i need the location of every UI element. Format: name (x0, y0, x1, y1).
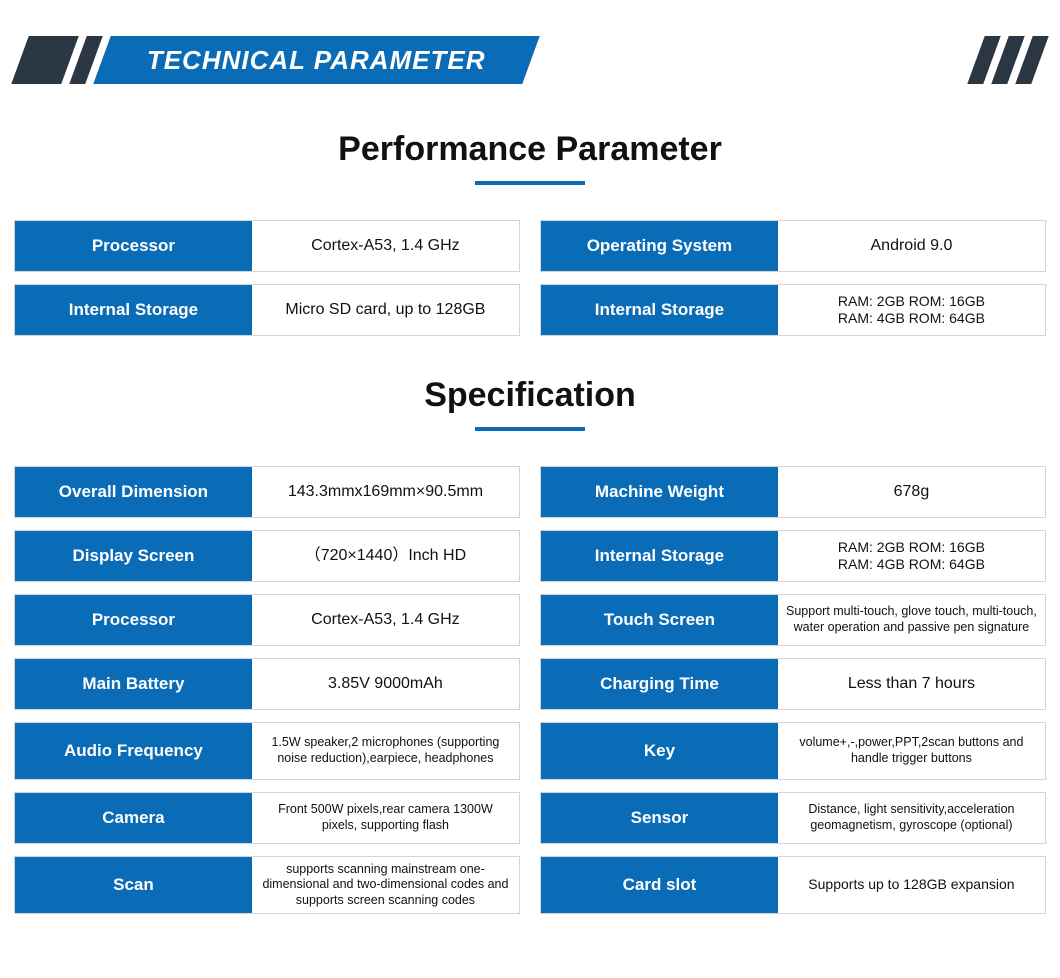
table-row: Operating System Android 9.0 (540, 220, 1046, 272)
spec-value: Cortex-A53, 1.4 GHz (252, 221, 519, 271)
spec-value: Supports up to 128GB expansion (778, 857, 1045, 913)
spec-value: Micro SD card, up to 128GB (252, 285, 519, 335)
specification-table: Overall Dimension 143.3mmx169mm×90.5mm D… (0, 466, 1060, 914)
specification-left-col: Overall Dimension 143.3mmx169mm×90.5mm D… (14, 466, 520, 914)
spec-value: volume+,-,power,PPT,2scan buttons and ha… (778, 723, 1045, 779)
performance-table: Processor Cortex-A53, 1.4 GHz Internal S… (0, 220, 1060, 336)
spec-label: Machine Weight (541, 467, 778, 517)
spec-label: Processor (15, 221, 252, 271)
table-row: Camera Front 500W pixels,rear camera 130… (14, 792, 520, 844)
table-row: Scan supports scanning mainstream one-di… (14, 856, 520, 914)
spec-label: Sensor (541, 793, 778, 843)
section-title-specification: Specification (0, 376, 1060, 415)
table-row: Audio Frequency 1.5W speaker,2 microphon… (14, 722, 520, 780)
table-row: Card slot Supports up to 128GB expansion (540, 856, 1046, 914)
spec-label: Camera (15, 793, 252, 843)
spec-value: RAM: 2GB ROM: 16GBRAM: 4GB ROM: 64GB (778, 285, 1045, 335)
table-row: Display Screen （720×1440）Inch HD (14, 530, 520, 582)
spec-value: supports scanning mainstream one-dimensi… (252, 857, 519, 913)
spec-label: Main Battery (15, 659, 252, 709)
table-row: Machine Weight 678g (540, 466, 1046, 518)
spec-label: Card slot (541, 857, 778, 913)
spec-value: （720×1440）Inch HD (252, 531, 519, 581)
spec-label: Internal Storage (15, 285, 252, 335)
spec-label: Display Screen (15, 531, 252, 581)
specification-right-col: Machine Weight 678g Internal Storage RAM… (540, 466, 1046, 914)
header-title-box: TECHNICAL PARAMETER (93, 36, 539, 84)
spec-label: Processor (15, 595, 252, 645)
section-title-performance: Performance Parameter (0, 130, 1060, 169)
spec-value: Cortex-A53, 1.4 GHz (252, 595, 519, 645)
table-row: Main Battery 3.85V 9000mAh (14, 658, 520, 710)
spec-label: Overall Dimension (15, 467, 252, 517)
table-row: Touch Screen Support multi-touch, glove … (540, 594, 1046, 646)
spec-value: Less than 7 hours (778, 659, 1045, 709)
performance-right-col: Operating System Android 9.0 Internal St… (540, 220, 1046, 336)
spec-label: Operating System (541, 221, 778, 271)
header-title: TECHNICAL PARAMETER (147, 45, 486, 76)
table-row: Internal Storage RAM: 2GB ROM: 16GBRAM: … (540, 284, 1046, 336)
table-row: Charging Time Less than 7 hours (540, 658, 1046, 710)
spec-value: 3.85V 9000mAh (252, 659, 519, 709)
table-row: Key volume+,-,power,PPT,2scan buttons an… (540, 722, 1046, 780)
spec-label: Audio Frequency (15, 723, 252, 779)
section-underline (475, 427, 585, 431)
spec-value: Distance, light sensitivity,acceleration… (778, 793, 1045, 843)
table-row: Internal Storage Micro SD card, up to 12… (14, 284, 520, 336)
spec-label: Internal Storage (541, 285, 778, 335)
spec-value: 678g (778, 467, 1045, 517)
table-row: Sensor Distance, light sensitivity,accel… (540, 792, 1046, 844)
spec-label: Touch Screen (541, 595, 778, 645)
spec-value: Support multi-touch, glove touch, multi-… (778, 595, 1045, 645)
spec-value: 143.3mmx169mm×90.5mm (252, 467, 519, 517)
header-decor-left-1 (11, 36, 78, 84)
spec-value: Front 500W pixels,rear camera 1300W pixe… (252, 793, 519, 843)
section-underline (475, 181, 585, 185)
spec-label: Charging Time (541, 659, 778, 709)
spec-value: RAM: 2GB ROM: 16GBRAM: 4GB ROM: 64GB (778, 531, 1045, 581)
spec-label: Internal Storage (541, 531, 778, 581)
performance-left-col: Processor Cortex-A53, 1.4 GHz Internal S… (14, 220, 520, 336)
spec-value: Android 9.0 (778, 221, 1045, 271)
table-row: Processor Cortex-A53, 1.4 GHz (14, 594, 520, 646)
header-decor-right (968, 36, 1040, 84)
table-row: Overall Dimension 143.3mmx169mm×90.5mm (14, 466, 520, 518)
header-bar: TECHNICAL PARAMETER (0, 30, 1060, 90)
spec-value: 1.5W speaker,2 microphones (supporting n… (252, 723, 519, 779)
spec-label: Scan (15, 857, 252, 913)
table-row: Internal Storage RAM: 2GB ROM: 16GBRAM: … (540, 530, 1046, 582)
spec-label: Key (541, 723, 778, 779)
table-row: Processor Cortex-A53, 1.4 GHz (14, 220, 520, 272)
